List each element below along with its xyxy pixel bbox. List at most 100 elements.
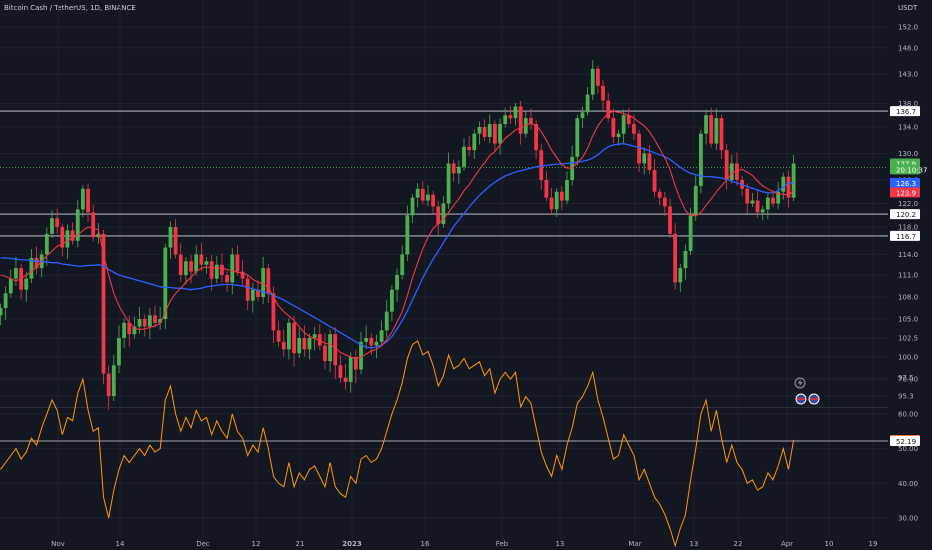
candle-body-131 <box>673 233 678 283</box>
price-tick-8: 118.0 <box>898 224 918 232</box>
candle-body-41 <box>209 261 214 279</box>
price-marker-label-0: 136.7 <box>896 108 916 116</box>
time-tick-7: Feb <box>496 540 509 548</box>
candle-body-34 <box>173 227 178 255</box>
candle-body-63 <box>323 345 327 362</box>
time-tick-6: 16 <box>421 540 430 548</box>
candle-body-151 <box>776 191 781 204</box>
candle-body-87 <box>446 163 451 204</box>
candle-body-135 <box>693 185 698 216</box>
price-tick-5: 108.0 <box>898 294 918 302</box>
candle-body-28 <box>142 319 147 327</box>
candle-body-27 <box>137 319 142 327</box>
price-tick-16: 152.0 <box>898 24 918 32</box>
candle-body-46 <box>235 254 240 272</box>
price-axis[interactable]: 95.3 97.5 100.0 102.5 105.0 108.0 111.0 114.0 11… <box>898 24 918 401</box>
candle-body-9 <box>44 233 49 255</box>
candle-body-72 <box>369 338 374 346</box>
price-marker-bg-6 <box>890 230 920 241</box>
rsi-tick-2: 50.00 <box>898 445 918 453</box>
price-marker-label-3: 126.3 <box>896 180 916 188</box>
candle-body-65 <box>333 334 338 366</box>
candle-body-7 <box>34 257 39 269</box>
price-tick-14: 143.0 <box>898 71 918 79</box>
candle-body-3 <box>14 268 18 279</box>
price-tick-7: 114.0 <box>898 251 918 259</box>
time-axis[interactable]: Nov 14 Dec 12 21 2023 16 Feb 13 Mar 13 22 Apr 10 19 <box>51 540 877 548</box>
candle-body-103 <box>529 118 533 125</box>
candle-body-152 <box>781 176 786 192</box>
candle-body-18 <box>91 212 96 238</box>
candle-body-60 <box>307 338 312 350</box>
candle-body-95 <box>487 124 492 137</box>
candle-body-75 <box>384 311 389 331</box>
candle-body-12 <box>60 227 65 248</box>
candle-body-53 <box>271 293 276 331</box>
candle-body-71 <box>364 338 369 342</box>
flag-stripe-icon-second <box>810 398 818 400</box>
candle-body-22 <box>111 365 116 396</box>
time-tick-8: 13 <box>556 540 565 548</box>
candle-body-100 <box>513 106 518 119</box>
ma-fast-line <box>0 110 794 360</box>
candle-body-127 <box>652 170 657 192</box>
candle-body-73 <box>374 341 379 346</box>
price-marker-label-4: 123.9 <box>896 189 916 197</box>
candle-body-35 <box>178 254 183 275</box>
candle-body-15 <box>75 209 80 241</box>
time-tick-10: 13 <box>690 540 699 548</box>
price-marker-bg-0 <box>890 106 920 117</box>
event-icons[interactable] <box>794 377 820 405</box>
candle-body-133 <box>683 251 688 269</box>
candle-body-77 <box>395 275 399 290</box>
price-marker-bg-4 <box>890 187 920 198</box>
candle-body-6 <box>29 257 34 279</box>
candle-body-148 <box>760 209 765 213</box>
candle-body-113 <box>580 112 585 119</box>
candle-body-136 <box>699 133 703 186</box>
price-tick-13: 138.0 <box>898 100 918 108</box>
candle-body-86 <box>441 203 446 225</box>
candle-body-82 <box>420 188 425 201</box>
rsi-tick-4: 70.00 <box>898 376 918 384</box>
rsi-tick-3: 60.00 <box>898 410 918 418</box>
price-tick-11: 130.0 <box>898 150 918 158</box>
time-tick-14: 19 <box>869 540 878 548</box>
candle-body-13 <box>65 230 70 248</box>
candle-body-98 <box>503 115 508 125</box>
candle-body-147 <box>755 200 760 213</box>
candle-body-19 <box>96 233 101 238</box>
candle-body-118 <box>606 100 611 119</box>
candle-body-52 <box>266 268 271 294</box>
candle-body-89 <box>456 166 461 174</box>
time-tick-11: 22 <box>734 540 743 548</box>
time-tick-2: Dec <box>196 540 210 548</box>
candle-body-44 <box>225 275 229 283</box>
candle-body-150 <box>771 197 775 204</box>
candle-body-112 <box>575 118 580 157</box>
candle-body-1 <box>3 293 8 308</box>
candle-body-130 <box>668 206 672 234</box>
candle-body-47 <box>240 271 245 279</box>
candle-body-137 <box>704 115 708 134</box>
candle-body-29 <box>147 315 152 327</box>
candle-body-36 <box>184 261 188 275</box>
time-tick-9: Mar <box>628 540 641 548</box>
candle-body-45 <box>230 254 235 283</box>
candle-body-106 <box>544 180 549 198</box>
candle-body-16 <box>81 188 85 210</box>
candle-body-94 <box>482 127 487 137</box>
candle-body-24 <box>122 322 126 338</box>
rsi-axis[interactable]: 30.00 40.00 50.00 60.00 70.00 <box>898 376 918 523</box>
candle-body-56 <box>287 322 291 350</box>
price-marker-label-5: 120.2 <box>896 211 916 219</box>
candle-body-141 <box>724 150 729 180</box>
time-tick-0: Nov <box>51 540 65 548</box>
candle-body-78 <box>400 254 405 275</box>
candle-body-123 <box>632 124 636 134</box>
price-markers: 136.7127.920:10:37126.3123.9120.2116.752… <box>890 106 927 447</box>
candle-body-142 <box>729 163 734 180</box>
candle-body-129 <box>662 197 667 207</box>
price-tick-15: 148.0 <box>898 44 918 52</box>
